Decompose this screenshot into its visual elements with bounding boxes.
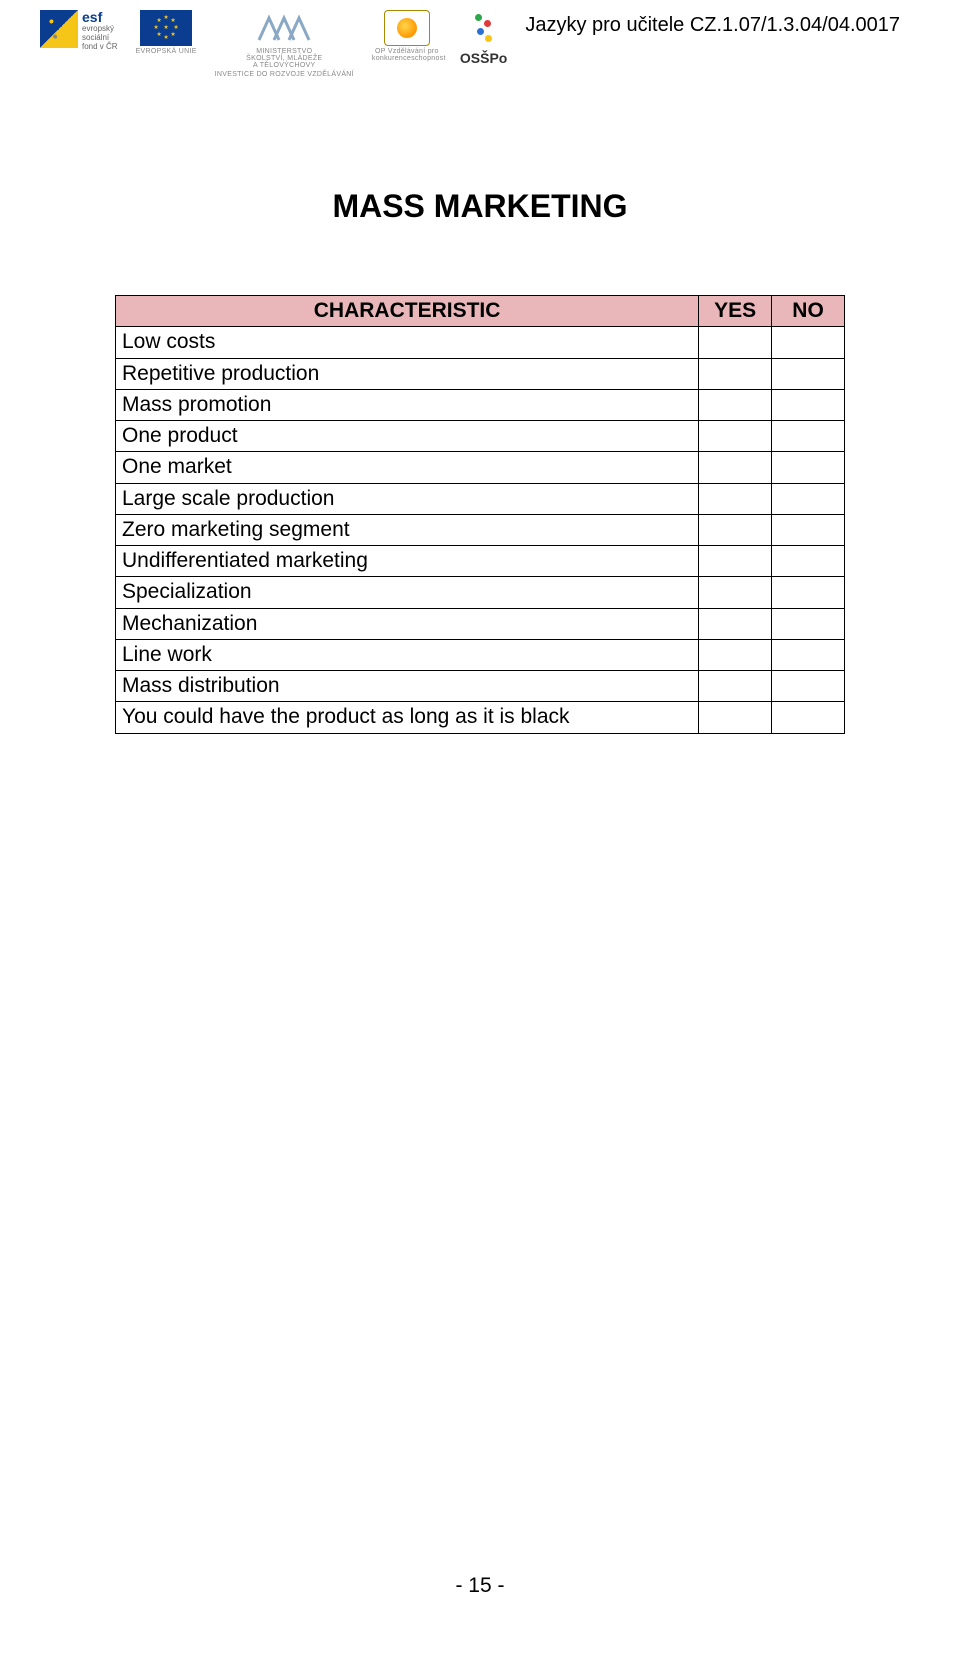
table-row: Zero marketing segment [116, 514, 845, 545]
characteristics-table: CHARACTERISTIC YES NO Low costsRepetitiv… [115, 295, 845, 734]
content-area: MASS MARKETING CHARACTERISTIC YES NO Low… [0, 78, 960, 734]
cell-no [772, 639, 845, 670]
cell-yes [699, 421, 772, 452]
table-row: Line work [116, 639, 845, 670]
cell-yes [699, 577, 772, 608]
table-row: Mechanization [116, 608, 845, 639]
page-footer: - 15 - [0, 1574, 960, 1598]
col-header-yes: YES [699, 296, 772, 327]
table-row: Specialization [116, 577, 845, 608]
project-code: Jazyky pro učitele CZ.1.07/1.3.04/04.001… [525, 10, 900, 37]
osspo-dots-icon [475, 10, 493, 46]
cell-yes [699, 452, 772, 483]
cell-no [772, 546, 845, 577]
msmt-icon [254, 10, 314, 46]
logo-strip: esf evropský sociální fond v ČR EVROPSKÁ… [40, 10, 507, 78]
cell-characteristic: Mechanization [116, 608, 699, 639]
esf-sub1: evropský [82, 24, 114, 33]
cell-characteristic: Large scale production [116, 483, 699, 514]
cell-yes [699, 389, 772, 420]
table-row: One product [116, 421, 845, 452]
cell-no [772, 514, 845, 545]
cell-no [772, 483, 845, 514]
esf-text: esf evropský sociální fond v ČR [82, 10, 118, 52]
cell-no [772, 421, 845, 452]
cell-characteristic: One product [116, 421, 699, 452]
table-row: One market [116, 452, 845, 483]
msmt-logo: MINISTERSTVO ŠKOLSTVÍ, MLÁDEŽE A TĚLOVÝC… [215, 10, 354, 78]
cell-no [772, 608, 845, 639]
cell-no [772, 671, 845, 702]
cell-characteristic: You could have the product as long as it… [116, 702, 699, 733]
cell-yes [699, 671, 772, 702]
cell-characteristic: Mass promotion [116, 389, 699, 420]
table-row: Low costs [116, 327, 845, 358]
cell-yes [699, 514, 772, 545]
col-header-characteristic: CHARACTERISTIC [116, 296, 699, 327]
cell-characteristic: Zero marketing segment [116, 514, 699, 545]
col-header-no: NO [772, 296, 845, 327]
cell-characteristic: Undifferentiated marketing [116, 546, 699, 577]
osspo-logo: OSŠPo [460, 10, 507, 66]
table-row: Undifferentiated marketing [116, 546, 845, 577]
esf-logo: esf evropský sociální fond v ČR [40, 10, 118, 52]
page: esf evropský sociální fond v ČR EVROPSKÁ… [0, 0, 960, 1653]
invest-label: INVESTICE DO ROZVOJE VZDĚLÁVÁNÍ [215, 71, 354, 78]
eu-label: EVROPSKÁ UNIE [136, 48, 197, 55]
cell-characteristic: One market [116, 452, 699, 483]
opvk-icon [384, 10, 430, 46]
cell-yes [699, 327, 772, 358]
cell-yes [699, 483, 772, 514]
cell-yes [699, 546, 772, 577]
table-header-row: CHARACTERISTIC YES NO [116, 296, 845, 327]
opvk-logo: OP Vzdělávání pro konkurenceschopnost [372, 10, 442, 62]
cell-no [772, 389, 845, 420]
eu-logo: EVROPSKÁ UNIE [136, 10, 197, 55]
esf-label: esf [82, 10, 118, 25]
table-row: You could have the product as long as it… [116, 702, 845, 733]
esf-sub2: sociální [82, 33, 109, 42]
cell-yes [699, 608, 772, 639]
page-title: MASS MARKETING [115, 188, 845, 225]
cell-characteristic: Repetitive production [116, 358, 699, 389]
table-row: Mass promotion [116, 389, 845, 420]
opvk-label: OP Vzdělávání pro konkurenceschopnost [372, 48, 442, 62]
cell-no [772, 452, 845, 483]
page-number: - 15 - [455, 1574, 504, 1597]
cell-yes [699, 639, 772, 670]
table-row: Large scale production [116, 483, 845, 514]
msmt-label: MINISTERSTVO ŠKOLSTVÍ, MLÁDEŽE A TĚLOVÝC… [244, 48, 324, 69]
osspo-label: OSŠPo [460, 50, 507, 66]
eu-flag-icon [140, 10, 192, 46]
esf-emblem-icon [40, 10, 78, 48]
cell-characteristic: Line work [116, 639, 699, 670]
cell-characteristic: Mass distribution [116, 671, 699, 702]
cell-yes [699, 702, 772, 733]
cell-yes [699, 358, 772, 389]
table-row: Repetitive production [116, 358, 845, 389]
cell-characteristic: Low costs [116, 327, 699, 358]
cell-no [772, 358, 845, 389]
esf-sub3: fond v ČR [82, 42, 118, 51]
page-header: esf evropský sociální fond v ČR EVROPSKÁ… [0, 0, 960, 78]
table-row: Mass distribution [116, 671, 845, 702]
cell-no [772, 702, 845, 733]
cell-no [772, 577, 845, 608]
cell-no [772, 327, 845, 358]
cell-characteristic: Specialization [116, 577, 699, 608]
